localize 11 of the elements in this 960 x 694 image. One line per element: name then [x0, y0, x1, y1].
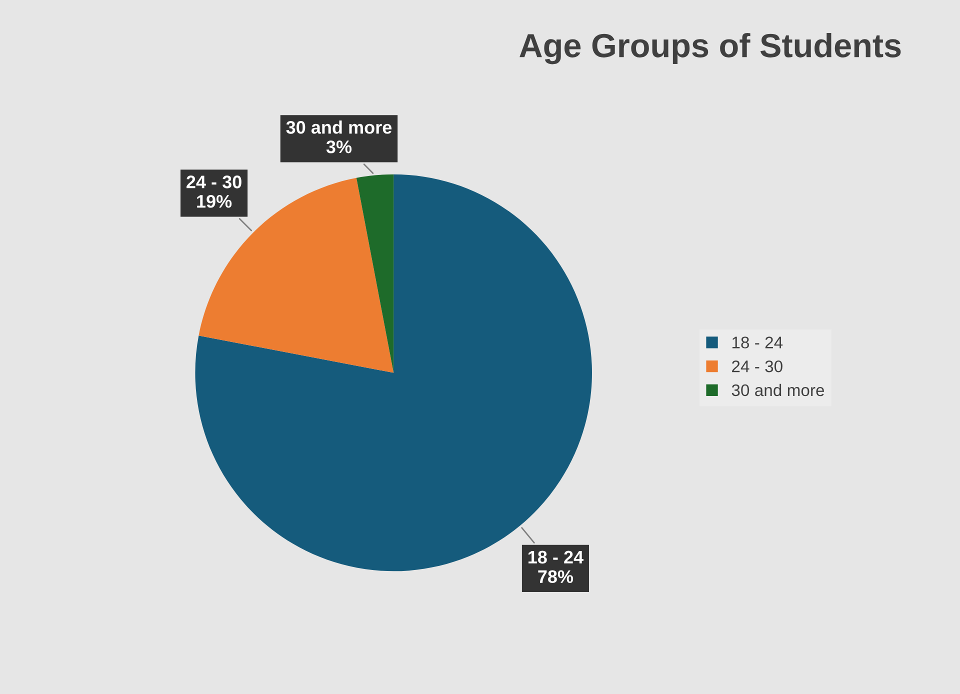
legend-label: 30 and more — [732, 384, 824, 396]
pie-slice — [356, 174, 394, 373]
legend-label: 18 - 24 — [732, 336, 783, 348]
legend-label: 24 - 30 — [732, 360, 782, 372]
data-label: 78% — [538, 570, 574, 584]
slice-label: 18 - 24 — [528, 550, 584, 564]
data-label: 3% — [326, 140, 352, 154]
slice-label: 30 and more — [286, 120, 392, 134]
chart-title: Age Groups of Students — [520, 32, 901, 64]
data-label: 19% — [197, 194, 232, 208]
slice-label: 24 - 30 — [186, 176, 242, 188]
